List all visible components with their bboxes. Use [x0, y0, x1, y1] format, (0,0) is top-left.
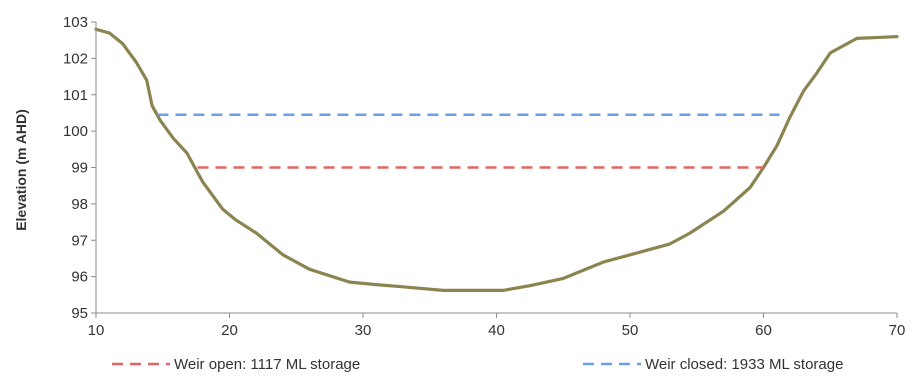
y-tick-label: 98: [71, 196, 88, 213]
x-tick-label: 10: [88, 322, 105, 339]
y-tick-label: 100: [63, 123, 88, 140]
x-axis-ticks: 10 20 30 40 50 60 70: [88, 313, 906, 339]
legend-label: Weir closed: 1933 ML storage: [645, 356, 843, 373]
legend: Weir open: 1117 ML storage Weir closed: 1…: [112, 356, 843, 373]
y-tick-label: 102: [63, 50, 88, 67]
x-tick-label: 50: [622, 322, 639, 339]
x-tick-label: 30: [355, 322, 372, 339]
x-tick-label: 20: [221, 322, 238, 339]
x-tick-label: 70: [889, 322, 906, 339]
legend-label: Weir open: 1117 ML storage: [174, 356, 360, 373]
y-tick-label: 103: [63, 14, 88, 31]
y-axis-title: Elevation (m AHD): [13, 109, 29, 231]
plot-area: [94, 27, 899, 292]
y-axis-ticks: 95 96 97 98 99 100 101 102 103: [63, 14, 96, 322]
y-tick-label: 95: [71, 305, 88, 322]
x-tick-label: 60: [755, 322, 772, 339]
cross-section-line: [94, 27, 899, 292]
y-tick-label: 97: [71, 232, 88, 249]
x-tick-label: 40: [488, 322, 505, 339]
y-tick-label: 96: [71, 269, 88, 286]
y-tick-label: 99: [71, 160, 88, 177]
y-tick-label: 101: [63, 87, 88, 104]
